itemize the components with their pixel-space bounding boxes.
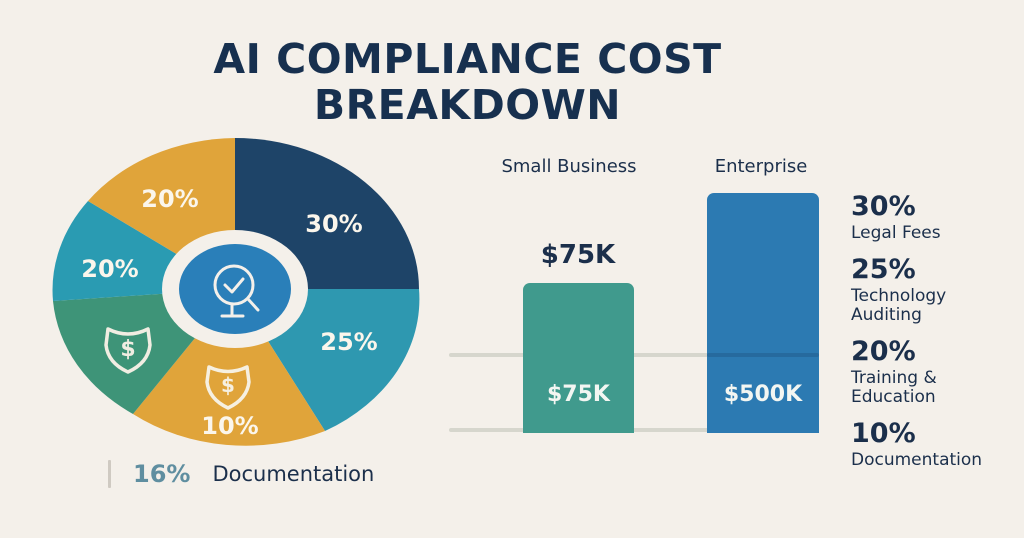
title-line-2: BREAKDOWN — [313, 81, 622, 129]
category-enterprise: Enterprise — [714, 156, 808, 177]
category-small-business: Small Business — [501, 156, 637, 177]
search-check-icon — [213, 264, 260, 318]
legend-item-label: Technology Auditing — [851, 286, 947, 325]
gridline — [449, 428, 819, 432]
pie-svg: $ $ — [52, 138, 420, 446]
legend-item: 20% Training & Education — [851, 337, 1021, 407]
bar-value-small-business: $75K — [547, 382, 610, 407]
svg-text:$: $ — [120, 337, 135, 362]
legend-item: 25% Technology Auditing — [851, 255, 1021, 325]
legend-item-pct: 30% — [851, 191, 916, 222]
legend-divider — [108, 460, 111, 488]
legend-item-label: Training & Education — [851, 368, 937, 407]
shield-dollar-icon: $ — [104, 327, 152, 374]
gridline-overlay — [707, 353, 819, 357]
small-business-above-label: $75K — [540, 240, 616, 270]
pie-label-legal: 30% — [305, 210, 363, 238]
shield-dollar-icon: $ — [205, 365, 251, 410]
legend-label: Documentation — [212, 462, 375, 486]
bar-value-enterprise: $500K — [723, 382, 803, 407]
legend-item: 10% Documentation — [851, 419, 1021, 470]
legend-item-label: Documentation — [851, 450, 983, 470]
legend-item-pct: 25% — [851, 254, 916, 285]
cost-legend: 30% Legal Fees 25% Technology Auditing 2… — [851, 192, 1021, 482]
bar-chart: Small Business Enterprise $75K $75K $500… — [440, 140, 840, 460]
pie-label-other: 20% — [141, 185, 199, 213]
pie-label-documentation: 10% — [201, 412, 259, 440]
pie-chart: $ $ 30% 25% 10% 20% 20% 16% Documentatio… — [0, 0, 460, 538]
legend-item-pct: 10% — [851, 418, 916, 449]
pie-legend-documentation: 16% Documentation — [108, 458, 374, 490]
legend-pct: 16% — [133, 460, 191, 488]
page-title: AI COMPLIANCE COST BREAKDOWN — [0, 36, 935, 128]
legend-item: 30% Legal Fees — [851, 192, 1021, 243]
pie-label-technology: 25% — [320, 328, 378, 356]
legend-item-pct: 20% — [851, 336, 916, 367]
bar-small-business: $75K — [523, 283, 634, 433]
gridline — [449, 353, 819, 357]
pie-label-training: 20% — [81, 255, 139, 283]
title-line-1: AI COMPLIANCE COST — [213, 35, 722, 83]
bar-enterprise: $500K — [707, 193, 819, 433]
pie-slice-documentation — [133, 289, 325, 446]
svg-text:$: $ — [221, 373, 235, 397]
legend-item-label: Legal Fees — [851, 223, 941, 243]
